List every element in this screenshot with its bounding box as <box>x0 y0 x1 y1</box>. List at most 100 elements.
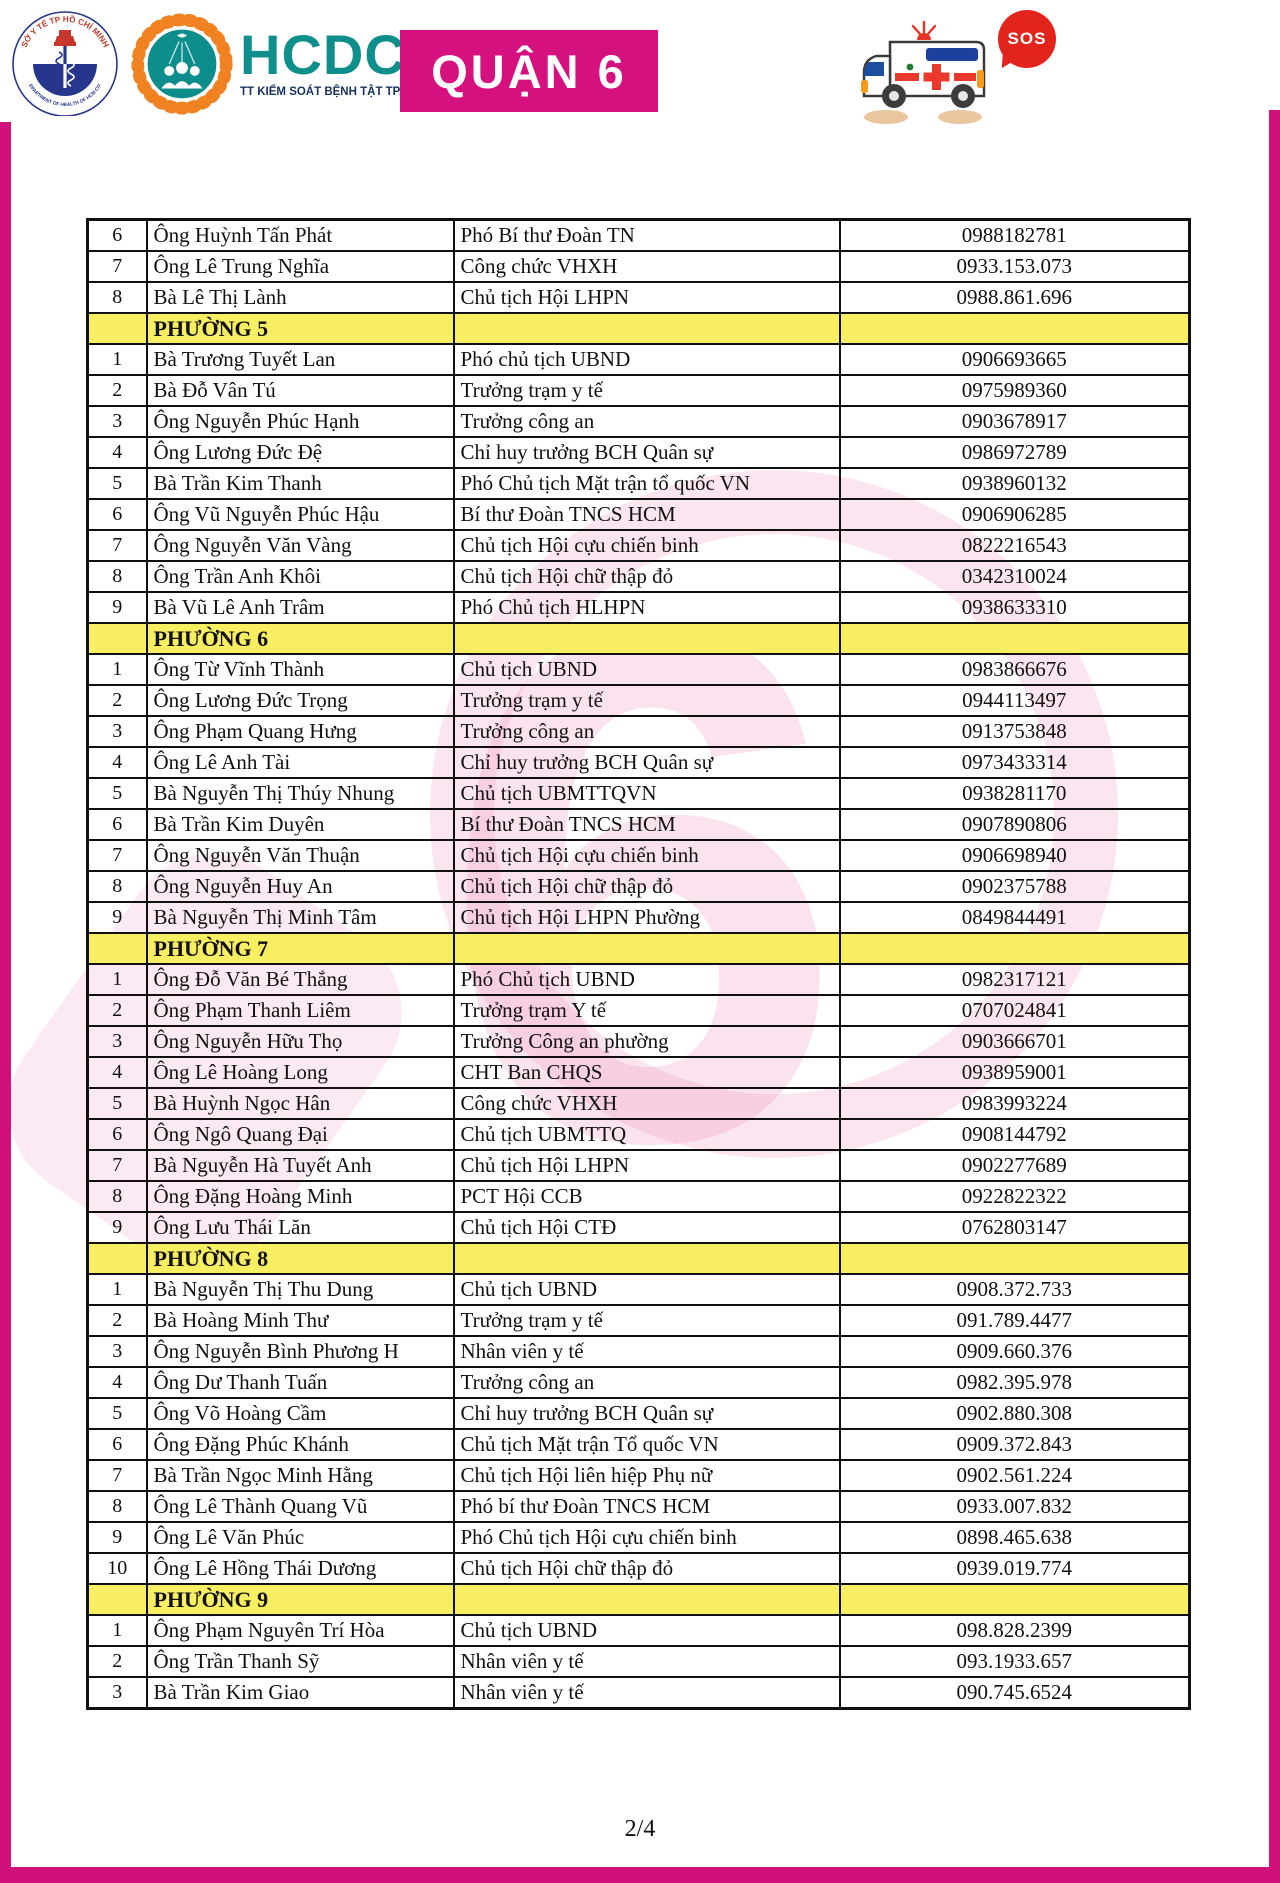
row-number: 2 <box>86 1304 148 1337</box>
row-number: 5 <box>86 1087 148 1120</box>
contact-phone: 0707024841 <box>838 994 1191 1027</box>
contact-name: Ông Nguyễn Văn Vàng <box>145 529 455 562</box>
contact-name: Ông Trần Anh Khôi <box>145 560 455 593</box>
table-row: 7 Ông Nguyễn Văn Vàng Chủ tịch Hội cựu c… <box>86 529 1191 562</box>
table-row: 7 Ông Lê Trung Nghĩa Công chức VHXH 0933… <box>86 250 1191 283</box>
table-row: 1 Ông Đỗ Văn Bé Thắng Phó Chủ tịch UBND … <box>86 963 1191 996</box>
row-number: 2 <box>86 1645 148 1678</box>
table-row: 6 Ông Đặng Phúc Khánh Chủ tịch Mặt trận … <box>86 1428 1191 1461</box>
table-row: 8 Ông Trần Anh Khôi Chủ tịch Hội chữ thậ… <box>86 560 1191 593</box>
page-frame-left <box>0 122 11 1883</box>
contact-position: Chủ tịch Hội LHPN <box>452 281 841 314</box>
contact-name: Bà Nguyễn Thị Thúy Nhung <box>145 777 455 810</box>
table-row: 5 Bà Huỳnh Ngọc Hân Công chức VHXH 09839… <box>86 1087 1191 1120</box>
contact-position: Công chức VHXH <box>452 250 841 283</box>
contact-phone: 0922822322 <box>838 1180 1191 1213</box>
contact-phone: 0902375788 <box>838 870 1191 903</box>
section-row: PHƯỜNG 7 <box>86 932 1191 965</box>
contact-position: Phó Chủ tịch UBND <box>452 963 841 996</box>
row-number: 4 <box>86 1056 148 1089</box>
contact-phone: 0902.561.224 <box>838 1459 1191 1492</box>
contact-phone: 0982.395.978 <box>838 1366 1191 1399</box>
contact-position: Chủ tịch Hội cựu chiến binh <box>452 839 841 872</box>
row-number: 6 <box>86 218 148 252</box>
row-number: 2 <box>86 374 148 407</box>
table-row: 7 Bà Trần Ngọc Minh Hằng Chủ tịch Hội li… <box>86 1459 1191 1492</box>
section-label: PHƯỜNG 8 <box>145 1242 455 1275</box>
contact-phone: 0902277689 <box>838 1149 1191 1182</box>
contact-name: Ông Lê Trung Nghĩa <box>145 250 455 283</box>
section-row: PHƯỜNG 6 <box>86 622 1191 655</box>
section-label: PHƯỜNG 7 <box>145 932 455 965</box>
row-number: 5 <box>86 1397 148 1430</box>
contact-name: Ông Ngô Quang Đại <box>145 1118 455 1151</box>
contact-position: CHT Ban CHQS <box>452 1056 841 1089</box>
contact-position: Chủ tịch Hội LHPN <box>452 1149 841 1182</box>
row-number: 9 <box>86 1521 148 1554</box>
contact-name: Ông Đặng Hoàng Minh <box>145 1180 455 1213</box>
contact-name: Ông Phạm Nguyên Trí Hòa <box>145 1614 455 1647</box>
hcdc-logo-icon <box>131 13 233 115</box>
section-empty-cell <box>86 1583 148 1616</box>
row-number: 6 <box>86 808 148 841</box>
table-row: 7 Bà Nguyễn Hà Tuyết Anh Chủ tịch Hội LH… <box>86 1149 1191 1182</box>
contact-position: Chủ tịch UBMTTQVN <box>452 777 841 810</box>
table-row: 3 Bà Trần Kim Giao Nhân viên y tế 090.74… <box>86 1676 1191 1710</box>
row-number: 6 <box>86 498 148 531</box>
table-row: 5 Bà Nguyễn Thị Thúy Nhung Chủ tịch UBMT… <box>86 777 1191 810</box>
section-row: PHƯỜNG 9 <box>86 1583 1191 1616</box>
table-row: 3 Ông Phạm Quang Hưng Trưởng công an 091… <box>86 715 1191 748</box>
contact-name: Bà Đỗ Vân Tú <box>145 374 455 407</box>
contact-name: Bà Nguyễn Hà Tuyết Anh <box>145 1149 455 1182</box>
contact-name: Ông Phạm Quang Hưng <box>145 715 455 748</box>
contact-phone: 0938633310 <box>838 591 1191 624</box>
contact-name: Ông Lê Hồng Thái Dương <box>145 1552 455 1585</box>
section-empty-cell <box>452 312 841 345</box>
table-row: 3 Ông Nguyễn Phúc Hạnh Trưởng công an 09… <box>86 405 1191 438</box>
section-empty-cell <box>452 932 841 965</box>
section-empty-cell <box>838 1583 1191 1616</box>
contact-name: Ông Lưu Thái Lăn <box>145 1211 455 1244</box>
table-row: 5 Ông Võ Hoàng Cầm Chỉ huy trưởng BCH Qu… <box>86 1397 1191 1430</box>
contact-name: Ông Huỳnh Tấn Phát <box>145 218 455 252</box>
table-row: 2 Ông Phạm Thanh Liêm Trưởng trạm Y tế 0… <box>86 994 1191 1027</box>
table-row: 2 Ông Lương Đức Trọng Trưởng trạm y tế 0… <box>86 684 1191 717</box>
contact-name: Ông Lương Đức Trọng <box>145 684 455 717</box>
contact-phone: 090.745.6524 <box>838 1676 1191 1710</box>
contact-phone: 0898.465.638 <box>838 1521 1191 1554</box>
contact-position: PCT Hội CCB <box>452 1180 841 1213</box>
table-row: 9 Ông Lưu Thái Lăn Chủ tịch Hội CTĐ 0762… <box>86 1211 1191 1244</box>
contact-position: Nhân viên y tế <box>452 1645 841 1678</box>
hcdc-wordmark: HCDC TT KIỂM SOÁT BỆNH TẬT TP. HCM <box>240 26 470 99</box>
contact-phone: 0908144792 <box>838 1118 1191 1151</box>
contact-phone: 0983866676 <box>838 653 1191 686</box>
contact-phone: 0906693665 <box>838 343 1191 376</box>
contact-phone: 0913753848 <box>838 715 1191 748</box>
contact-position: Trưởng trạm y tế <box>452 374 841 407</box>
section-row: PHƯỜNG 5 <box>86 312 1191 345</box>
row-number: 4 <box>86 436 148 469</box>
contact-position: Nhân viên y tế <box>452 1335 841 1368</box>
contact-table: 6 Ông Huỳnh Tấn Phát Phó Bí thư Đoàn TN … <box>86 218 1191 1710</box>
row-number: 6 <box>86 1118 148 1151</box>
contact-position: Chủ tịch Hội chữ thập đỏ <box>452 870 841 903</box>
contact-name: Ông Lê Văn Phúc <box>145 1521 455 1554</box>
row-number: 6 <box>86 1428 148 1461</box>
contact-phone: 091.789.4477 <box>838 1304 1191 1337</box>
table-row: 6 Bà Trần Kim Duyên Bí thư Đoàn TNCS HCM… <box>86 808 1191 841</box>
contact-position: Trưởng trạm Y tế <box>452 994 841 1027</box>
table-row: 2 Ông Trần Thanh Sỹ Nhân viên y tế 093.1… <box>86 1645 1191 1678</box>
row-number: 1 <box>86 343 148 376</box>
section-empty-cell <box>86 932 148 965</box>
table-row: 6 Ông Ngô Quang Đại Chủ tịch UBMTTQ 0908… <box>86 1118 1191 1151</box>
contact-name: Ông Phạm Thanh Liêm <box>145 994 455 1027</box>
contact-phone: 0822216543 <box>838 529 1191 562</box>
contact-phone: 0975989360 <box>838 374 1191 407</box>
row-number: 1 <box>86 1273 148 1306</box>
sos-circle: SOS <box>998 10 1056 68</box>
row-number: 3 <box>86 1676 148 1710</box>
contact-name: Ông Lê Hoàng Long <box>145 1056 455 1089</box>
contact-name: Ông Trần Thanh Sỹ <box>145 1645 455 1678</box>
row-number: 7 <box>86 839 148 872</box>
contact-phone: 0944113497 <box>838 684 1191 717</box>
